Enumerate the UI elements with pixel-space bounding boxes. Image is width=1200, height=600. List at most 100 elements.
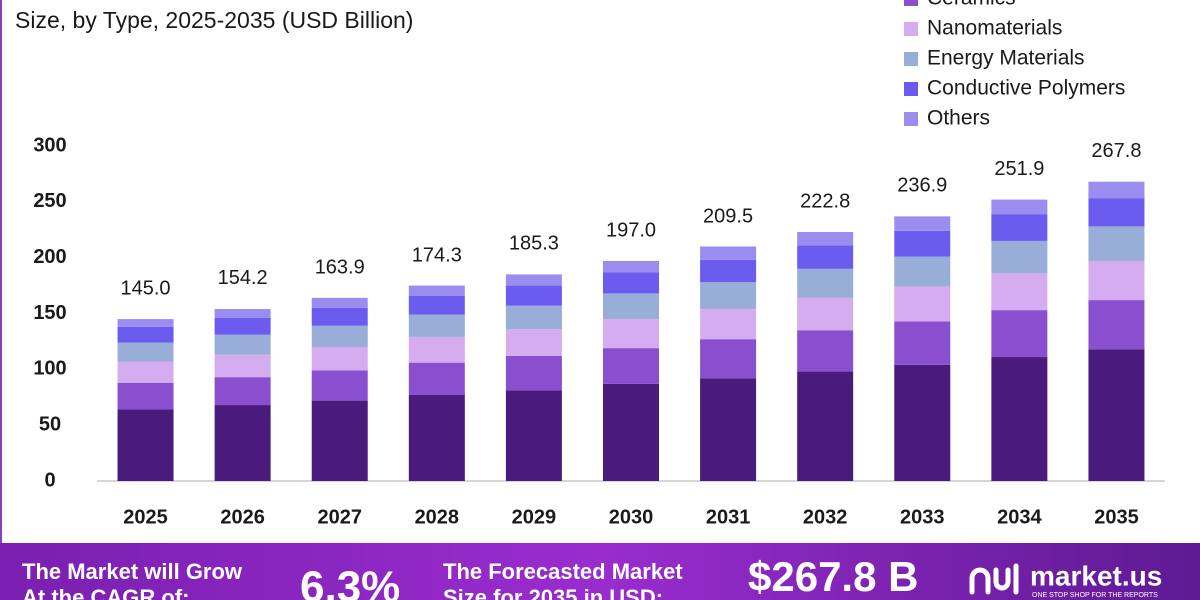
bar-segment	[311, 370, 368, 401]
bar-segment	[408, 295, 465, 315]
bar-segment	[700, 246, 757, 260]
bar-segment	[700, 309, 757, 340]
bar-segment	[603, 319, 659, 349]
bar-segment	[505, 390, 562, 481]
total-label: 185.3	[509, 232, 559, 254]
total-label: 267.8	[1091, 140, 1141, 162]
page-edge	[0, 0, 2, 545]
total-label: 236.9	[897, 175, 947, 197]
bar-segment	[214, 354, 271, 378]
bar-segment	[408, 395, 465, 481]
chart-title: Size, by Type, 2025-2035 (USD Billion)	[15, 7, 413, 33]
y-tick-label: 50	[39, 413, 61, 435]
x-tick-label: 2035	[1094, 506, 1139, 528]
x-tick-label: 2031	[706, 506, 751, 528]
bar-segment	[991, 310, 1048, 358]
bar-segment	[311, 400, 368, 481]
y-tick-label: 250	[33, 190, 66, 212]
bar-segment	[1088, 349, 1145, 481]
bar-segment	[311, 325, 368, 347]
forecast-value: $267.8 B	[748, 553, 918, 600]
bar-segment	[797, 245, 854, 269]
bar-segment	[991, 240, 1048, 274]
legend-swatch	[904, 22, 918, 36]
bar-segment	[797, 231, 854, 246]
banner-background	[0, 543, 1200, 600]
x-tick-label: 2032	[803, 506, 848, 528]
brand-name: market.us	[1030, 560, 1162, 591]
bar-segment	[894, 286, 951, 322]
x-tick-label: 2033	[900, 506, 945, 528]
bar-segment	[1088, 300, 1145, 350]
total-label: 163.9	[315, 256, 365, 278]
y-tick-label: 150	[33, 302, 66, 324]
cagr-text: At the CAGR of:	[22, 585, 189, 600]
x-tick-label: 2034	[997, 506, 1042, 528]
bar-segment	[311, 347, 368, 371]
bar-segment	[797, 330, 854, 372]
brand-tagline: ONE STOP SHOP FOR THE REPORTS	[1032, 592, 1158, 599]
bar-segment	[117, 409, 174, 481]
bar-segment	[311, 297, 368, 308]
banner: The Market will Grow At the CAGR of: 6.3…	[0, 543, 1200, 600]
bar-segment	[214, 309, 271, 318]
bar-segment	[1088, 261, 1145, 301]
brand-logo	[969, 563, 1019, 595]
bar-segment	[991, 357, 1048, 481]
x-tick-label: 2029	[512, 506, 557, 528]
total-label: 251.9	[994, 158, 1044, 180]
bar-segment	[408, 362, 465, 396]
y-tick-label: 0	[44, 469, 55, 491]
bar-segment	[214, 317, 271, 335]
bar-segment	[603, 293, 659, 320]
legend-label: Conductive Polymers	[927, 77, 1125, 100]
bar-segment	[603, 383, 659, 481]
bar-segment	[505, 355, 562, 391]
total-label: 145.0	[121, 277, 171, 299]
total-label: 197.0	[606, 219, 656, 241]
bar-segment	[700, 339, 757, 379]
bar-segment	[408, 336, 465, 363]
x-tick-label: 2028	[415, 506, 460, 528]
forecast-text: Size for 2035 in USD:	[443, 585, 663, 600]
y-tick-label: 200	[33, 246, 66, 268]
x-tick-label: 2026	[220, 506, 265, 528]
total-label: 222.8	[800, 190, 850, 212]
total-label: 154.2	[218, 267, 268, 289]
bar-segment	[894, 216, 951, 231]
bar-segment	[797, 297, 854, 331]
legend: Ceramics Nanomaterials Energy Materials Con…	[904, 0, 1125, 130]
bar-segment	[117, 342, 174, 362]
bar-segment	[408, 314, 465, 337]
plot: 0 50 100 150 200 250 300 2025 145.0 2026 154.2 2027…	[33, 134, 1165, 528]
bar-segment	[117, 319, 174, 327]
y-tick-label: 100	[33, 358, 66, 380]
bar-segment	[214, 334, 271, 355]
bar-segment	[311, 307, 368, 326]
legend-swatch	[904, 52, 918, 66]
bar-segment	[700, 282, 757, 310]
bar-segment	[117, 326, 174, 343]
legend-swatch	[904, 82, 918, 96]
bar-segment	[894, 230, 951, 257]
bar-segment	[603, 272, 659, 294]
legend-swatch	[904, 0, 918, 6]
bar-segment	[991, 214, 1048, 241]
bar-segment	[797, 268, 854, 298]
bar-segment	[408, 285, 465, 296]
bar-segment	[505, 329, 562, 356]
cagr-text: The Market will Grow	[22, 559, 243, 584]
bar-segment	[603, 261, 659, 273]
bar-segment	[117, 382, 174, 410]
legend-label: Nanomaterials	[927, 17, 1062, 40]
total-label: 209.5	[703, 205, 753, 227]
legend-label: Others	[927, 107, 990, 130]
x-tick-label: 2027	[317, 506, 362, 528]
bar-segment	[1088, 181, 1145, 199]
bar-segment	[214, 377, 271, 406]
total-label: 174.3	[412, 245, 462, 267]
bar-segment	[991, 273, 1048, 311]
bar-segment	[214, 405, 271, 481]
